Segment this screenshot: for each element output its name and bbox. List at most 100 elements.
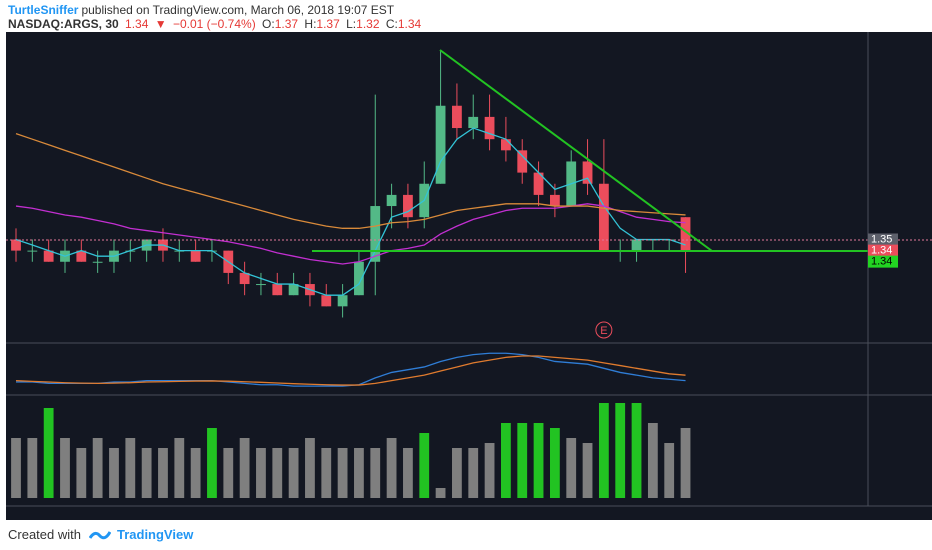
author: TurtleSniffer — [8, 3, 79, 17]
candle-body — [468, 116, 479, 129]
bar — [517, 423, 528, 498]
bar — [92, 438, 103, 498]
published: published on TradingView.com, March 06, … — [81, 3, 395, 17]
bar — [239, 438, 250, 498]
bar — [190, 448, 201, 498]
candle-body — [501, 139, 511, 151]
bar — [582, 443, 593, 498]
candle-body — [239, 272, 250, 285]
bar — [452, 448, 462, 498]
bar — [60, 438, 70, 498]
bar — [27, 438, 38, 498]
bar — [566, 438, 577, 498]
candle-body — [680, 217, 691, 251]
candle-body — [321, 295, 332, 307]
bar — [207, 428, 217, 498]
bar — [305, 438, 315, 498]
open-label: O: — [262, 17, 275, 31]
change-arrow: ▼ — [154, 17, 167, 31]
low-label: L: — [346, 17, 357, 31]
bar — [223, 448, 234, 498]
bar — [337, 448, 348, 498]
event-marker — [595, 321, 613, 339]
candle-body — [435, 105, 446, 184]
candle-body — [452, 105, 462, 129]
axis: 1.351.341.34 — [868, 233, 898, 268]
created-with: Created with — [8, 527, 81, 542]
candle-body — [43, 250, 54, 262]
publish-line: TurtleSniffer published on TradingView.co… — [8, 3, 397, 17]
bar — [386, 438, 397, 498]
symbol: NASDAQ:ARGS, 30 — [8, 17, 119, 31]
bar — [288, 448, 299, 498]
candle-body — [27, 250, 38, 252]
candle-body — [484, 116, 495, 140]
candle-body — [549, 194, 560, 207]
candle-body — [256, 284, 266, 286]
candle-body — [403, 194, 413, 218]
bar — [631, 403, 642, 498]
bar — [272, 448, 283, 498]
bar — [109, 448, 119, 498]
candle-body — [354, 261, 364, 296]
bar — [647, 423, 658, 498]
bar — [76, 448, 87, 498]
bar — [125, 438, 136, 498]
candle-body — [631, 239, 642, 251]
trend-line — [439, 49, 713, 252]
chart-background — [6, 32, 932, 520]
candle-body — [337, 295, 348, 307]
bar — [43, 408, 54, 498]
bar — [435, 488, 446, 498]
low-value: 1.32 — [356, 17, 380, 31]
bar — [615, 403, 626, 498]
candle-body — [92, 261, 103, 263]
candle-body — [272, 284, 283, 296]
price-label: 1.35 — [871, 233, 892, 245]
bar — [11, 438, 21, 498]
bar — [354, 448, 364, 498]
bar — [484, 443, 495, 498]
bar — [501, 423, 511, 498]
candle-body — [190, 250, 201, 262]
price-label-box — [868, 255, 898, 268]
bar — [468, 448, 479, 498]
high-label: H: — [304, 17, 317, 31]
candle-body — [76, 250, 87, 262]
bar — [370, 448, 381, 498]
indicator-line — [15, 127, 686, 296]
close-value: 1.34 — [397, 17, 422, 31]
plot: E — [11, 50, 691, 498]
price-label-box — [868, 244, 898, 257]
bar — [680, 428, 691, 498]
bar — [664, 443, 675, 498]
event-label: E — [600, 325, 607, 337]
bar — [533, 423, 544, 498]
candle-body — [370, 206, 381, 262]
open-value: 1.37 — [274, 17, 299, 31]
bar — [419, 433, 430, 498]
candle-body — [517, 150, 528, 173]
symbol-legend: NASDAQ:ARGS, 30 1.34 ▼ −0.01 (−0.74%) O:… — [8, 17, 424, 31]
brand[interactable]: TradingView — [116, 527, 194, 542]
logo — [88, 530, 111, 539]
candle-body — [386, 194, 397, 207]
footer: Created with TradingView — [8, 527, 193, 542]
candle-body — [598, 183, 609, 251]
price-label: 1.34 — [871, 256, 892, 268]
high-value: 1.37 — [316, 17, 340, 31]
bar — [598, 403, 609, 498]
bar — [549, 428, 560, 498]
change: −0.01 (−0.74%) — [172, 17, 256, 31]
bar — [321, 448, 332, 498]
price-label-box — [868, 233, 898, 246]
bar — [158, 448, 168, 498]
indicator-line — [15, 355, 686, 386]
bar — [141, 448, 152, 498]
close-label: C: — [385, 17, 398, 31]
indicator-line — [15, 132, 686, 229]
bar — [256, 448, 266, 498]
price-label: 1.34 — [871, 245, 892, 257]
